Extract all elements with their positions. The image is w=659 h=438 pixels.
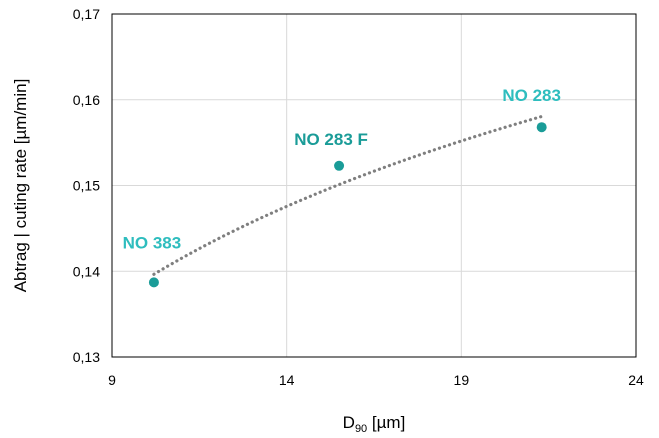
x-axis-title-unit: [µm] bbox=[367, 413, 405, 432]
x-axis-title: D90 [µm] bbox=[343, 413, 406, 435]
y-axis-title: Abtrag | cuting rate [µm/min] bbox=[11, 79, 30, 293]
data-label: NO 283 bbox=[502, 86, 561, 105]
data-label: NO 383 bbox=[123, 233, 182, 252]
point-labels: NO 383 NO 283 F NO 283 bbox=[123, 86, 561, 252]
plot-area-frame bbox=[111, 13, 637, 358]
y-tick-label: 0,13 bbox=[73, 349, 100, 365]
x-axis-title-main: D bbox=[343, 413, 355, 432]
grid-lines bbox=[112, 14, 636, 357]
x-tick-labels: 9 14 19 24 bbox=[108, 372, 644, 388]
y-tick-labels: 0,13 0,14 0,15 0,16 0,17 bbox=[73, 6, 100, 365]
x-axis-title-subscript: 90 bbox=[355, 423, 367, 435]
trendline bbox=[152, 114, 544, 276]
y-tick-label: 0,16 bbox=[73, 92, 100, 108]
data-point bbox=[148, 277, 159, 288]
data-point bbox=[334, 160, 345, 171]
y-tick-label: 0,17 bbox=[73, 6, 100, 22]
data-point bbox=[536, 122, 547, 133]
x-tick-label: 14 bbox=[279, 372, 295, 388]
y-tick-label: 0,15 bbox=[73, 178, 100, 194]
data-points bbox=[148, 122, 547, 288]
x-tick-label: 19 bbox=[454, 372, 470, 388]
x-tick-label: 9 bbox=[108, 372, 116, 388]
data-label: NO 283 F bbox=[294, 130, 368, 149]
y-tick-label: 0,14 bbox=[73, 263, 100, 279]
x-tick-label: 24 bbox=[628, 372, 644, 388]
